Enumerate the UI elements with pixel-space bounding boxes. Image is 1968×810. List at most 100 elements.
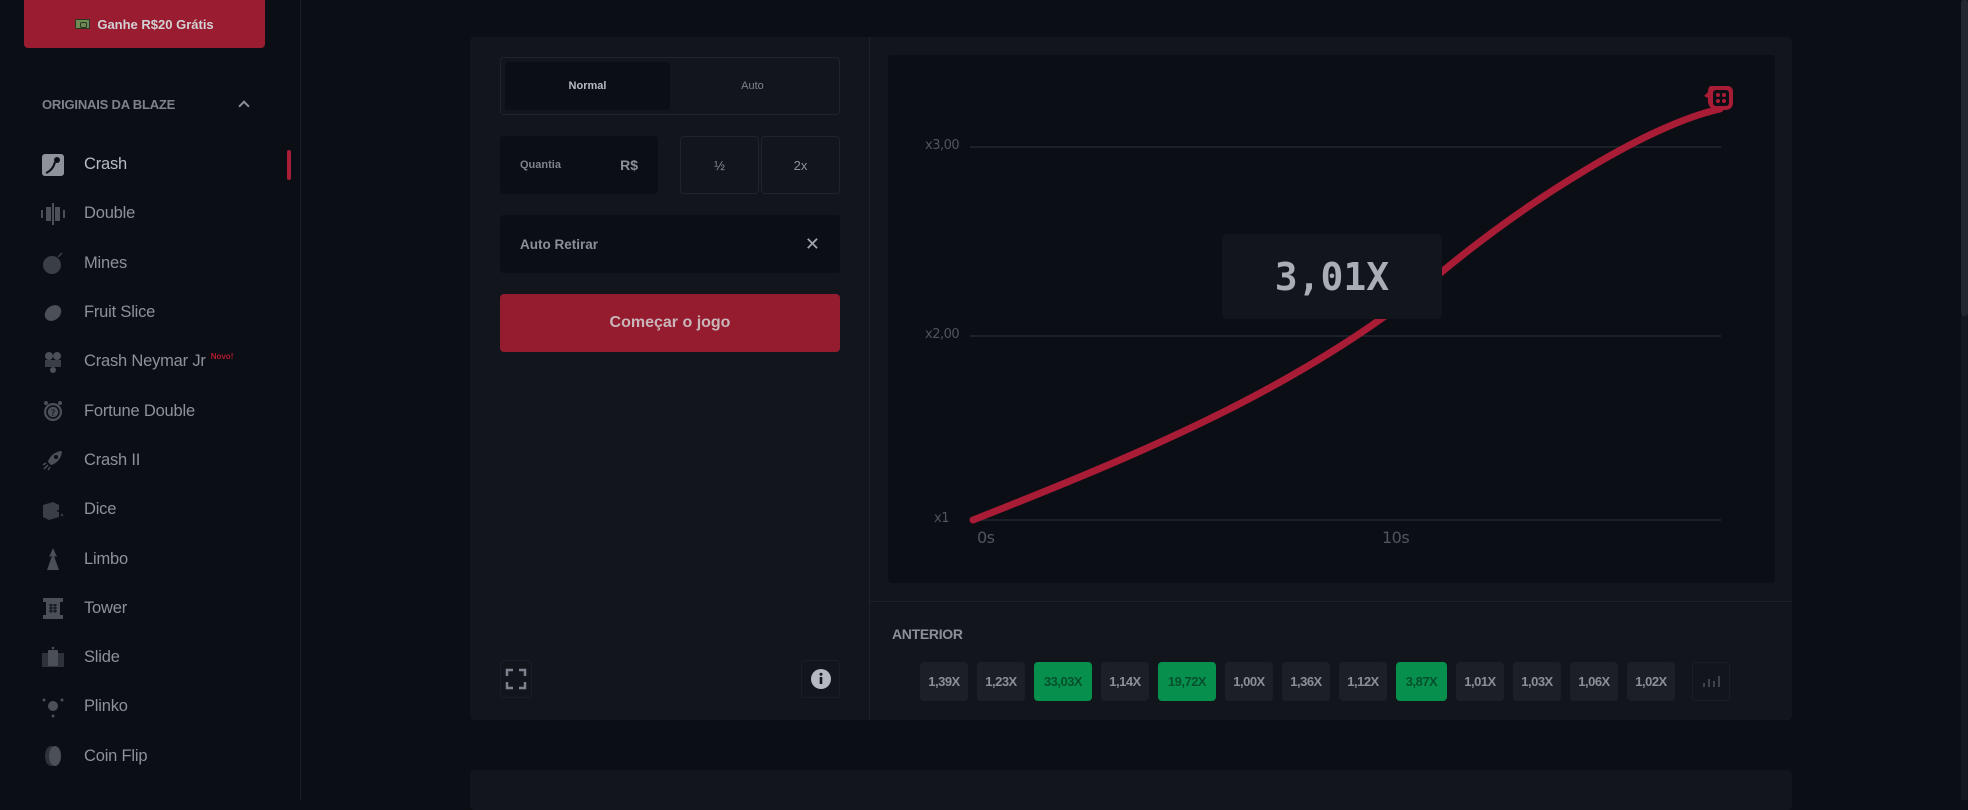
promo-button[interactable]: Ganhe R$20 Grátis	[24, 0, 265, 48]
tab-auto[interactable]: Auto	[741, 80, 764, 92]
section-originals-header[interactable]: ORIGINAIS DA BLAZE	[42, 94, 252, 114]
close-icon[interactable]: ✕	[804, 233, 820, 254]
history-title: ANTERIOR	[892, 626, 963, 642]
sidebar-item-label: Fruit Slice	[84, 303, 156, 322]
half-bet-button[interactable]: ½	[680, 136, 759, 194]
sidebar: Ganhe R$20 Grátis ORIGINAIS DA BLAZE Cra…	[0, 0, 301, 800]
sidebar-item-label: Dice	[84, 500, 117, 519]
money-icon	[75, 19, 91, 29]
auto-cashout-input[interactable]: Auto Retirar ✕	[500, 215, 840, 273]
auto-cashout-placeholder: Auto Retirar	[520, 236, 599, 252]
tower-icon	[40, 595, 66, 621]
bet-controls: Normal Auto Quantia R$ ½ 2x Auto Retirar…	[470, 37, 870, 720]
crash-marker-icon	[1704, 86, 1733, 116]
history-item[interactable]: 33,03X	[1034, 662, 1092, 701]
sidebar-item-crash[interactable]: Crash	[0, 140, 300, 189]
active-indicator	[287, 150, 291, 180]
crash-graph: x3,00 x2,00 x1 0s 10s 3,01X	[888, 55, 1775, 583]
section-title: ORIGINAIS DA BLAZE	[42, 96, 176, 112]
scrollbar-thumb[interactable]	[1961, 0, 1968, 316]
fullscreen-icon	[505, 668, 527, 690]
coin-flip-icon	[40, 743, 66, 769]
history-item[interactable]: 1,14X	[1101, 662, 1149, 701]
history-item[interactable]: 1,36X	[1282, 662, 1330, 701]
sidebar-item-label: Mines	[84, 253, 128, 272]
bar-chart-icon	[1702, 683, 1705, 687]
sidebar-item-label: Crash II	[84, 450, 141, 469]
svg-text:?: ?	[51, 409, 56, 419]
crash-graph-svg	[969, 86, 1733, 524]
limbo-icon	[40, 546, 66, 572]
sidebar-nav: Crash Double Mines Fruit Slice Crash	[0, 140, 300, 781]
y-axis-label: x3,00	[925, 138, 960, 153]
history-item[interactable]: 1,06X	[1570, 662, 1618, 701]
page-scrollbar[interactable]	[1961, 0, 1968, 800]
crash-neymar-icon	[40, 349, 66, 375]
sidebar-item-slide[interactable]: Slide	[0, 633, 300, 682]
previous-results: ANTERIOR 1,39X 1,23X 33,03X 1,14X 19,72X…	[870, 601, 1792, 720]
x-axis-label: 0s	[977, 528, 995, 547]
sidebar-item-dice[interactable]: Dice	[0, 485, 300, 534]
sidebar-item-coin-flip[interactable]: Coin Flip	[0, 732, 300, 781]
slide-icon	[40, 645, 66, 671]
history-item[interactable]: 1,01X	[1456, 662, 1504, 701]
history-item[interactable]: 1,39X	[920, 662, 968, 701]
history-item[interactable]: 1,03X	[1513, 662, 1561, 701]
sidebar-item-crash-ii[interactable]: Crash II	[0, 436, 300, 485]
sidebar-item-label: Crash Neymar Jr	[84, 352, 206, 371]
currency-label: R$	[620, 157, 638, 173]
history-item[interactable]: 1,00X	[1225, 662, 1273, 701]
rocket-icon	[40, 447, 66, 473]
info-icon	[810, 669, 831, 689]
sidebar-item-tower[interactable]: Tower	[0, 584, 300, 633]
sidebar-item-label: Limbo	[84, 549, 128, 568]
sidebar-item-label: Double	[84, 204, 136, 223]
new-badge: Novo!	[210, 352, 234, 362]
promo-label: Ganhe R$20 Grátis	[97, 16, 214, 32]
sidebar-item-label: Slide	[84, 648, 120, 667]
chevron-up-icon	[238, 100, 250, 112]
sidebar-item-mines[interactable]: Mines	[0, 239, 300, 288]
sidebar-item-label: Coin Flip	[84, 746, 148, 765]
crash-icon	[40, 152, 66, 178]
history-item[interactable]: 1,02X	[1627, 662, 1675, 701]
start-game-button[interactable]: Começar o jogo	[500, 294, 840, 352]
crash-game-panel: Normal Auto Quantia R$ ½ 2x Auto Retirar…	[470, 37, 1792, 720]
fortune-double-icon: ?	[40, 398, 66, 424]
sidebar-item-label: Crash	[84, 155, 128, 174]
y-axis-label: x2,00	[925, 327, 960, 342]
plinko-icon	[40, 694, 66, 720]
history-item[interactable]: 1,12X	[1339, 662, 1387, 701]
sidebar-item-plinko[interactable]: Plinko	[0, 682, 300, 731]
bar-chart-icon-bar	[1707, 679, 1710, 687]
bar-chart-icon-bar	[1717, 676, 1720, 687]
sidebar-item-fortune-double[interactable]: ? Fortune Double	[0, 386, 300, 435]
history-item[interactable]: 19,72X	[1158, 662, 1216, 701]
double-bet-button[interactable]: 2x	[761, 136, 840, 194]
current-multiplier: 3,01X	[1222, 234, 1442, 319]
amount-placeholder: Quantia	[520, 159, 561, 171]
tab-normal[interactable]: Normal	[505, 62, 670, 110]
y-axis-label: x1	[934, 511, 949, 526]
sidebar-item-label: Plinko	[84, 697, 128, 716]
fullscreen-button[interactable]	[500, 660, 532, 698]
dice-icon	[40, 497, 66, 523]
sidebar-item-double[interactable]: Double	[0, 189, 300, 238]
sidebar-item-fruit-slice[interactable]: Fruit Slice	[0, 288, 300, 337]
history-list: 1,39X 1,23X 33,03X 1,14X 19,72X 1,00X 1,…	[920, 662, 1730, 701]
sidebar-item-crash-neymar[interactable]: Crash Neymar Jr Novo!	[0, 337, 300, 386]
sidebar-item-limbo[interactable]: Limbo	[0, 534, 300, 583]
fruit-slice-icon	[40, 300, 66, 326]
amount-input[interactable]: Quantia R$	[500, 136, 658, 194]
next-section-panel	[470, 770, 1792, 810]
stats-button[interactable]	[1692, 662, 1730, 701]
history-item[interactable]: 3,87X	[1396, 662, 1447, 701]
mode-tabs: Normal Auto	[500, 57, 840, 115]
history-item[interactable]: 1,23X	[977, 662, 1025, 701]
bar-chart-icon-bar	[1712, 681, 1715, 687]
mines-icon	[40, 250, 66, 276]
info-button[interactable]	[801, 660, 840, 698]
double-icon	[40, 201, 66, 227]
sidebar-item-label: Tower	[84, 598, 128, 617]
sidebar-item-label: Fortune Double	[84, 401, 195, 420]
